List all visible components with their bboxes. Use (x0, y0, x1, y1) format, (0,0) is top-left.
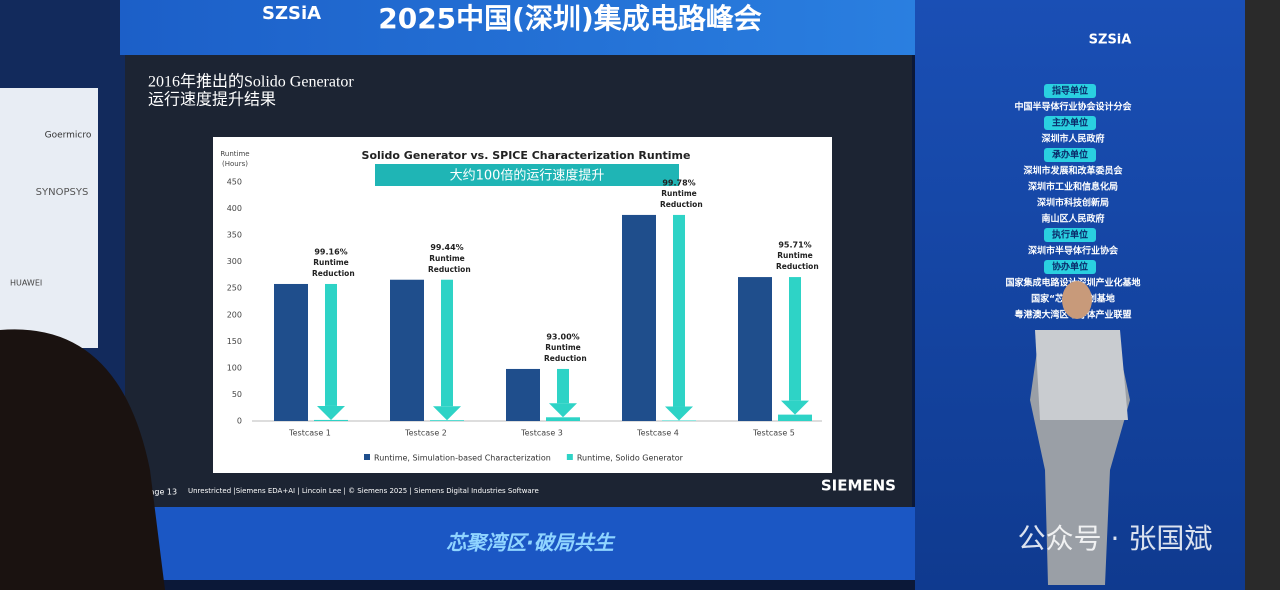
annotation-value: 95.71% (778, 241, 811, 250)
brand: SIEMENS (821, 477, 896, 495)
section-heading: 指导单位 (1052, 85, 1088, 97)
reduction-arrow-head (781, 400, 809, 415)
speaker-head (1062, 281, 1092, 319)
footer-info: Unrestricted |Siemens EDA+AI | Lincoin L… (188, 487, 539, 495)
reduction-arrow-head (317, 405, 345, 420)
audience-head (0, 329, 165, 590)
chart-banner-box (375, 164, 679, 186)
bar (778, 414, 812, 421)
y-axis-title: Runtime (Hours) (220, 150, 250, 168)
annotation-note: Runtime Reduction (312, 257, 355, 278)
legend-label: Runtime, Solido Generator (577, 454, 684, 463)
annotation-note-box: Runtime Reduction (312, 257, 355, 278)
page-number: Page 13 (145, 488, 177, 497)
section-member: 深圳市人民政府 (1041, 133, 1104, 145)
section-member: 深圳市科技创新局 (1037, 197, 1109, 209)
bar (738, 277, 772, 421)
reduction-arrow-shaft (441, 279, 453, 407)
x-tick-label: Testcase 4 (636, 429, 679, 438)
section-member: 深圳市半导体行业协会 (1028, 245, 1119, 257)
chart-title: Solido Generator vs. SPICE Characterizat… (362, 149, 691, 162)
bar (390, 279, 424, 421)
watermark: 公众号 · 张国斌 (1018, 522, 1213, 555)
reduction-arrow-shaft (673, 214, 685, 407)
annotation-note: Runtime Reduction (660, 188, 703, 209)
section-pill (1044, 84, 1096, 98)
section-heading: 执行单位 (1052, 229, 1088, 241)
sponsor: HUAWEI (10, 279, 42, 288)
slide-heading: 运行速度提升结果 (148, 91, 276, 109)
y-tick-label: 150 (227, 337, 242, 346)
annotation-note-box: Runtime Reduction (544, 342, 587, 363)
x-tick-label: Testcase 2 (404, 429, 447, 438)
section-heading: 承办单位 (1052, 149, 1088, 161)
annotation-note: Runtime Reduction (544, 342, 587, 363)
bar (506, 368, 540, 421)
reduction-arrow-shaft (557, 368, 569, 404)
annotation-note-box: Runtime Reduction (776, 251, 819, 272)
section-member: 深圳市发展和改革委员会 (1023, 165, 1123, 177)
section-member: 南山区人民政府 (1041, 213, 1104, 225)
section-heading: 主办单位 (1052, 117, 1088, 129)
y-tick-label: 350 (227, 231, 242, 240)
legend-swatch (566, 454, 573, 460)
slide-heading: 2016年推出的Solido Generator (148, 73, 354, 91)
bar (546, 417, 580, 421)
annotation-note-box: Runtime Reduction (660, 188, 703, 209)
section-pill (1044, 148, 1096, 162)
y-axis-title-box: Runtime (Hours) (220, 150, 250, 168)
section-heading: 协办单位 (1052, 261, 1088, 273)
annotation-note: Runtime Reduction (428, 253, 471, 274)
reduction-arrow-head (665, 406, 693, 421)
stage-slogan: 芯聚湾区·破局共生 (446, 531, 616, 555)
sponsor-wall (0, 88, 98, 348)
y-tick-label: 300 (227, 257, 242, 266)
x-tick-label: Testcase 3 (520, 429, 563, 438)
bar (314, 419, 348, 421)
y-tick-label: 450 (227, 178, 242, 187)
bar (430, 420, 464, 421)
y-tick-label: 50 (232, 390, 242, 399)
event-title: 2025中国(深圳)集成电路峰会 (378, 2, 762, 35)
section-member: 中国半导体行业协会设计分会 (1014, 101, 1132, 113)
reduction-arrow-shaft (325, 283, 337, 406)
annotation-value: 93.00% (546, 332, 579, 341)
reduction-arrow-head (433, 406, 461, 421)
x-tick-label: Testcase 5 (752, 429, 795, 438)
annotation-value: 99.78% (662, 178, 695, 187)
event-logo: SZSiA (262, 3, 321, 24)
speaker-jacket (1035, 330, 1128, 420)
legend-swatch (364, 454, 370, 460)
sponsor: Goermicro (45, 131, 92, 141)
y-tick-label: 400 (227, 204, 242, 213)
y-tick-label: 250 (227, 284, 242, 293)
chart-banner: 大约100倍的运行速度提升 (450, 168, 605, 184)
section-member: 深圳市工业和信息化局 (1028, 181, 1118, 193)
section-pill (1044, 116, 1096, 130)
bar (274, 283, 308, 421)
bar (622, 214, 656, 421)
legend-label: Runtime, Simulation-based Characterizati… (374, 454, 551, 463)
section-pill (1044, 260, 1096, 274)
event-banner (120, 0, 915, 55)
annotation-note: Runtime Reduction (776, 251, 819, 272)
section-pill (1044, 228, 1096, 242)
y-tick-label: 0 (237, 417, 242, 426)
annotation-value: 99.16% (314, 247, 347, 256)
annotation-value: 99.44% (430, 243, 463, 252)
right-wall (1245, 0, 1280, 590)
bar (662, 420, 696, 421)
stage-strip (115, 507, 920, 580)
y-tick-label: 200 (227, 310, 242, 319)
x-tick-label: Testcase 1 (288, 429, 331, 438)
annotation-note-box: Runtime Reduction (428, 253, 471, 274)
sponsor: SYNOPSYS (36, 187, 89, 198)
y-tick-label: 100 (227, 363, 242, 372)
reduction-arrow-shaft (789, 277, 801, 401)
reduction-arrow-head (549, 403, 577, 418)
board-logo: SZSiA (1089, 33, 1132, 48)
